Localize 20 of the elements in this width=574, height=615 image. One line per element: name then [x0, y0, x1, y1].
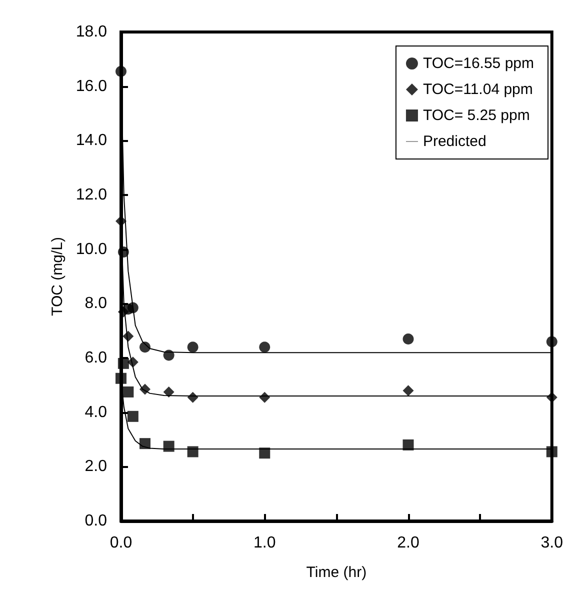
x-tick-label: 3.0: [540, 534, 564, 552]
x-tick-label: 0.0: [110, 534, 132, 552]
legend-label: TOC=11.04 ppm: [422, 81, 533, 98]
y-tick-label: 6.0: [84, 350, 108, 366]
y-tick-label: 2.0: [84, 458, 108, 476]
y-tick-label: 0.0: [84, 512, 108, 530]
y-tick-label: 14.0: [76, 132, 108, 150]
y-tick-label: 16.0: [76, 78, 108, 95]
y-tick-label: 8.0: [84, 295, 108, 312]
y-axis-title: TOC (mg/L): [48, 237, 66, 316]
legend-label: Predicted: [422, 133, 486, 150]
x-tick-label: 1.0: [254, 534, 276, 552]
x-tick-label: 2.0: [397, 534, 420, 552]
y-tick-label: 12.0: [76, 186, 108, 204]
x-axis-title: Time (hr): [306, 564, 367, 581]
y-tick-label: 4.0: [84, 404, 108, 421]
y-tick-label: 18.0: [76, 24, 108, 40]
y-tick-label: 10.0: [76, 240, 108, 258]
legend-label: TOC= 5.25 ppm: [422, 107, 530, 124]
legend-label: TOC=16.55 ppm: [422, 55, 534, 72]
